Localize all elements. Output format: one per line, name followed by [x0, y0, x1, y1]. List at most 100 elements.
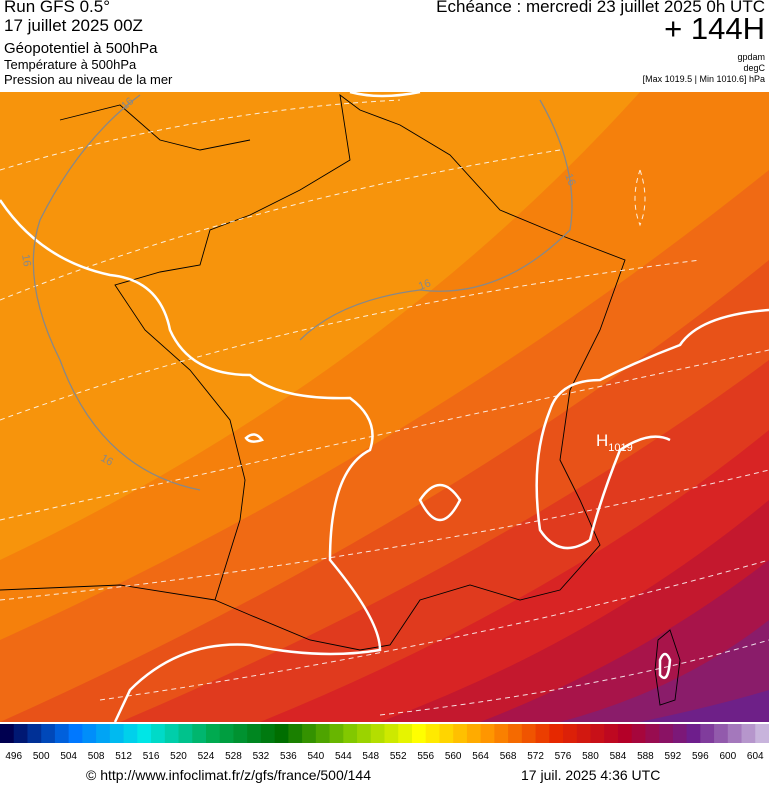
- scale-label: 588: [637, 751, 654, 762]
- scale-label: 564: [472, 751, 489, 762]
- scale-cell: [123, 724, 138, 743]
- scale-cell: [82, 724, 97, 743]
- scale-label: 552: [390, 751, 407, 762]
- scale-cell: [508, 724, 523, 743]
- scale-cell: [260, 724, 276, 743]
- france-border: [114, 93, 626, 651]
- scale-cell: [576, 724, 591, 743]
- scale-cell: [604, 724, 619, 743]
- scale-cell: [466, 724, 482, 743]
- scale-cell: [672, 724, 688, 743]
- scale-cell: [411, 724, 427, 743]
- scale-cell: [137, 724, 152, 743]
- scale-cell: [96, 724, 111, 743]
- scale-cell: [453, 724, 468, 743]
- scale-cell: [549, 724, 564, 743]
- source-link[interactable]: © http://www.infoclimat.fr/z/gfs/france/…: [86, 767, 371, 783]
- scale-label: 528: [225, 751, 242, 762]
- band: [640, 690, 769, 722]
- scale-label: 580: [582, 751, 599, 762]
- spain-coast: [0, 584, 216, 601]
- offset: + 144H: [664, 11, 765, 46]
- scale-cell: [41, 724, 56, 743]
- scale-label: 572: [527, 751, 544, 762]
- isotherms: [0, 99, 769, 716]
- corsica: [654, 629, 681, 706]
- field-name-3: Pression au niveau de la mer: [4, 72, 173, 87]
- borders: [0, 93, 681, 706]
- scale-cell: [741, 724, 756, 743]
- scale-cell: [164, 724, 180, 743]
- uk-coast: [59, 104, 251, 151]
- scale-label: 512: [115, 751, 132, 762]
- scale-cell: [659, 724, 674, 743]
- scale-label: 516: [143, 751, 160, 762]
- scale-cell: [27, 724, 42, 743]
- timestamp: 17 juil. 2025 4:36 UTC: [521, 767, 661, 783]
- echeance: Echéance : mercredi 23 juillet 2025 0h U…: [436, 0, 765, 16]
- scale-cell: [521, 724, 537, 743]
- scale-label: 500: [33, 751, 50, 762]
- scale-label: 504: [60, 751, 77, 762]
- scale-cell: [329, 724, 344, 743]
- temperature-contour: [32, 94, 573, 491]
- scale-cell: [151, 724, 166, 743]
- scale-label: 556: [417, 751, 434, 762]
- isobars: [0, 90, 769, 723]
- scale-cell: [288, 724, 303, 743]
- scale-label: 560: [445, 751, 462, 762]
- scale-label: 584: [610, 751, 627, 762]
- scale-label: 544: [335, 751, 352, 762]
- scale-cell: [398, 724, 413, 743]
- scale-label: 520: [170, 751, 187, 762]
- range: [Max 1019.5 | Min 1010.6] hPa: [642, 74, 765, 84]
- scale-cell: [233, 724, 248, 743]
- scale-cell: [714, 724, 729, 743]
- scale-cell: [384, 724, 399, 743]
- field-name: Géopotentiel à 500hPa: [4, 40, 158, 57]
- scale-cell: [178, 724, 193, 743]
- scale-cell: [563, 724, 578, 743]
- scale-cell: [54, 724, 70, 743]
- scale-cell: [700, 724, 715, 743]
- scale-label: 596: [692, 751, 709, 762]
- scale-cell: [302, 724, 317, 743]
- scale-label: 576: [555, 751, 572, 762]
- scale-cell: [0, 724, 15, 743]
- scale-cell: [494, 724, 509, 743]
- scale-label: 532: [253, 751, 270, 762]
- scale-cell: [645, 724, 660, 743]
- contour-label: 16: [99, 452, 116, 469]
- scale-cell: [247, 724, 262, 743]
- scale-label: 592: [665, 751, 682, 762]
- scale-cell: [68, 724, 83, 743]
- scale-label: 536: [280, 751, 297, 762]
- scale-cell: [205, 724, 221, 743]
- field-name-2: Température à 500hPa: [4, 57, 137, 72]
- band: [560, 620, 769, 722]
- scale-label: 496: [5, 751, 22, 762]
- scale-label: 568: [500, 751, 517, 762]
- scale-cell: [535, 724, 550, 743]
- scale-cell: [13, 724, 28, 743]
- scale-cell: [343, 724, 358, 743]
- run-title: Run GFS 0.5°: [4, 0, 111, 16]
- scale-cell: [755, 724, 769, 743]
- contour-label: 16: [417, 277, 433, 292]
- scale-cell: [357, 724, 372, 743]
- scale-label: 548: [362, 751, 379, 762]
- fields: [0, 92, 769, 722]
- unit-2: degC: [743, 63, 765, 73]
- high-pressure-label: H1019: [596, 431, 633, 454]
- scale-cell: [686, 724, 701, 743]
- scale-label: 600: [719, 751, 736, 762]
- scale-label: 508: [88, 751, 105, 762]
- scale-cell: [109, 724, 125, 743]
- scale-cell: [439, 724, 454, 743]
- scale-cell: [631, 724, 646, 743]
- scale-cell: [617, 724, 633, 743]
- scale-cell: [274, 724, 289, 743]
- scale-cell: [315, 724, 331, 743]
- scale-label: 524: [198, 751, 215, 762]
